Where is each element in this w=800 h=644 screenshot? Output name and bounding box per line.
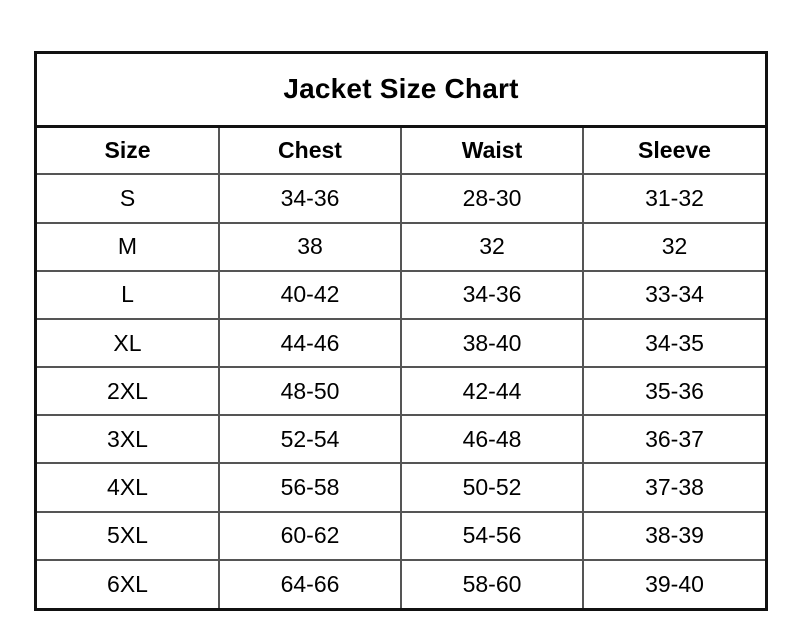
cell-sleeve: 38-39 [583,511,765,561]
cell-size: 5XL [37,511,220,561]
cell-size: 2XL [37,367,220,417]
page-title: Jacket Size Chart [37,54,765,128]
chart-title-row: Jacket Size Chart [37,54,765,128]
cell-chest: 38 [219,222,402,272]
size-chart-table: Jacket Size Chart Size Chest Waist Sleev… [37,54,765,608]
cell-sleeve: 33-34 [583,270,765,320]
cell-chest: 34-36 [219,174,402,224]
cell-chest: 60-62 [219,511,402,561]
table-row: S 34-36 28-30 31-32 [37,174,765,224]
cell-waist: 38-40 [401,318,584,369]
table-row: 4XL 56-58 50-52 37-38 [37,463,765,513]
cell-waist: 28-30 [401,174,584,224]
cell-size: 3XL [37,415,220,465]
cell-waist: 32 [401,222,584,272]
size-chart-container: Jacket Size Chart Size Chest Waist Sleev… [34,51,768,611]
cell-waist: 54-56 [401,511,584,561]
cell-size: L [37,270,220,320]
cell-chest: 64-66 [219,559,402,608]
cell-waist: 42-44 [401,367,584,417]
cell-waist: 58-60 [401,559,584,608]
table-row: M 38 32 32 [37,222,765,272]
cell-waist: 50-52 [401,463,584,513]
column-header-waist: Waist [401,126,584,176]
cell-size: 6XL [37,559,220,608]
cell-sleeve: 34-35 [583,318,765,369]
cell-size: 4XL [37,463,220,513]
column-header-sleeve: Sleeve [583,126,765,176]
cell-sleeve: 31-32 [583,174,765,224]
cell-sleeve: 39-40 [645,570,704,597]
cell-sleeve: 36-37 [583,415,765,465]
table-row: 5XL 60-62 54-56 38-39 [37,511,765,561]
table-row: 3XL 52-54 46-48 36-37 [37,415,765,465]
cell-size: M [37,222,220,272]
cell-chest: 52-54 [219,415,402,465]
cell-waist: 34-36 [401,270,584,320]
table-row: L 40-42 34-36 33-34 [37,270,765,320]
table-row: 2XL 48-50 42-44 35-36 [37,367,765,417]
cell-chest: 48-50 [219,367,402,417]
cell-sleeve: 35-36 [583,367,765,417]
cell-chest: 40-42 [219,270,402,320]
cell-chest: 44-46 [219,318,402,369]
cell-chest: 56-58 [219,463,402,513]
cell-sleeve: 32 [583,222,765,272]
column-header-size: Size [37,126,220,176]
column-header-chest: Chest [219,126,402,176]
cell-sleeve: 37-38 [583,463,765,513]
cell-size: XL [37,318,220,369]
cell-waist: 46-48 [401,415,584,465]
size-chart-body: Jacket Size Chart Size Chest Waist Sleev… [37,54,765,608]
table-row: XL 44-46 38-40 34-35 [37,318,765,369]
table-header-row: Size Chest Waist Sleeve [37,126,765,176]
cell-size: S [37,174,220,224]
table-row: 6XL 64-66 58-60 39-40 [37,559,765,608]
